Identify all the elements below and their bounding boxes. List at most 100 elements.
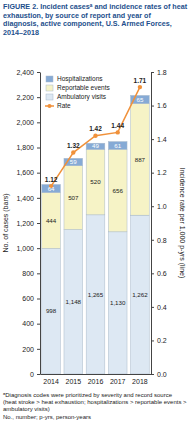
data-label: 1.12 bbox=[45, 176, 58, 183]
tick-label: 2,200 bbox=[16, 94, 34, 101]
y-axis-title: No. of cases (bars) bbox=[2, 193, 10, 252]
bar-segment bbox=[108, 142, 127, 150]
tick-mark bbox=[37, 72, 40, 73]
tick: 2,000 bbox=[16, 119, 40, 126]
bar-segment bbox=[131, 215, 150, 374]
y2-axis: 0.00.20.40.60.81.01.21.41.61.8 bbox=[151, 69, 167, 378]
tick-mark bbox=[37, 273, 40, 274]
legend-swatch bbox=[46, 76, 53, 82]
tick: 0.0 bbox=[151, 371, 167, 378]
tick-mark bbox=[151, 340, 154, 341]
footnote: No., number; p-yrs, person-years bbox=[3, 414, 91, 420]
legend-label: Hospitalizations bbox=[57, 75, 103, 83]
tick-label: 1,800 bbox=[16, 144, 34, 151]
tick: 1,000 bbox=[16, 245, 40, 252]
tick-label: 800 bbox=[22, 270, 34, 277]
data-label: 59 bbox=[70, 158, 77, 165]
data-label: 656 bbox=[113, 187, 124, 194]
y-axis: 0 200 400 600 800 1,000 1,200 1,400 1,600 1,800 2,… bbox=[16, 69, 40, 378]
data-label: 507 bbox=[68, 194, 79, 201]
axis-line bbox=[40, 73, 41, 375]
tick: 0.2 bbox=[151, 337, 167, 344]
tick-label: 0 bbox=[30, 371, 34, 378]
data-label: 444 bbox=[46, 217, 57, 224]
tick-mark bbox=[37, 122, 40, 123]
data-label: 1,262 bbox=[132, 291, 148, 298]
tick: 1,800 bbox=[16, 144, 40, 151]
tick-label: 0.8 bbox=[157, 237, 167, 244]
tick: 200 bbox=[22, 346, 40, 353]
tick: 1.4 bbox=[151, 136, 167, 143]
tick-label: 2017 bbox=[110, 378, 126, 385]
tick: 1,400 bbox=[16, 195, 40, 202]
tick-label: 0.2 bbox=[157, 337, 167, 344]
bar-segment bbox=[86, 149, 105, 214]
tick: 600 bbox=[22, 295, 40, 302]
axis-line bbox=[41, 374, 152, 375]
tick: 1,600 bbox=[16, 169, 40, 176]
tick: 2,400 bbox=[16, 69, 40, 76]
bar-segment bbox=[131, 104, 150, 216]
tick-label: 0.0 bbox=[157, 371, 167, 378]
tick: 800 bbox=[22, 270, 40, 277]
tick: 2017 bbox=[110, 374, 126, 385]
legend-swatch bbox=[48, 104, 52, 108]
tick-label: 0.4 bbox=[157, 304, 167, 311]
axis-line bbox=[151, 73, 152, 375]
data-label: 64 bbox=[48, 185, 55, 192]
data-label: 61 bbox=[114, 142, 121, 149]
tick: 0.4 bbox=[151, 304, 167, 311]
tick-mark bbox=[37, 374, 40, 375]
chart-title: FIGURE 2. Incident casesᵃ and incidence … bbox=[3, 2, 188, 37]
tick-mark bbox=[37, 198, 40, 199]
tick-mark bbox=[37, 148, 40, 149]
rate-marker bbox=[71, 150, 75, 154]
tick-label: 1.8 bbox=[157, 69, 167, 76]
bar-segment bbox=[42, 184, 61, 192]
tick-label: 2016 bbox=[88, 378, 104, 385]
data-label: 1,130 bbox=[110, 299, 126, 306]
legend: HospitalizationsReportable eventsAmbulat… bbox=[45, 75, 111, 109]
tick: 2014 bbox=[43, 374, 59, 385]
tick: 400 bbox=[22, 320, 40, 327]
data-label: 998 bbox=[46, 307, 57, 314]
tick-label: 2018 bbox=[132, 378, 148, 385]
tick-mark bbox=[151, 206, 154, 207]
data-label: 1.44 bbox=[111, 122, 124, 129]
data-label: 1,148 bbox=[66, 298, 82, 305]
data-label: 1.71 bbox=[134, 77, 147, 84]
plot-marks bbox=[42, 85, 149, 374]
tick-label: 2015 bbox=[66, 378, 82, 385]
rate-marker bbox=[138, 85, 142, 89]
tick-mark bbox=[151, 72, 154, 73]
tick: 1.2 bbox=[151, 169, 167, 176]
rate-marker bbox=[93, 134, 97, 138]
tick: 1,200 bbox=[16, 220, 40, 227]
tick: 0.8 bbox=[151, 237, 167, 244]
x-axis: 2014 2015 2016 2017 2018 bbox=[41, 374, 152, 385]
tick-mark bbox=[37, 324, 40, 325]
y2-axis-title: Incidence rate per 1,000 p-yrs (line) bbox=[178, 168, 186, 279]
tick: 2016 bbox=[88, 374, 104, 385]
legend-label: Rate bbox=[57, 102, 71, 109]
rate-marker bbox=[116, 130, 120, 134]
bar-segment bbox=[64, 166, 83, 230]
tick: 2,200 bbox=[16, 94, 40, 101]
tick-label: 1.4 bbox=[157, 136, 167, 143]
tick-label: 1.0 bbox=[157, 203, 167, 210]
rate-line bbox=[51, 87, 140, 186]
data-label: 520 bbox=[90, 178, 101, 185]
tick: 2018 bbox=[132, 374, 148, 385]
bar-segment bbox=[86, 215, 105, 374]
bar-segment bbox=[42, 193, 61, 249]
legend-swatch bbox=[46, 94, 53, 100]
tick-mark bbox=[37, 299, 40, 300]
tick-label: 400 bbox=[22, 320, 34, 327]
tick: 0 bbox=[30, 371, 40, 378]
tick-mark bbox=[37, 248, 40, 249]
legend-label: Ambulatory visits bbox=[57, 93, 107, 101]
tick-label: 200 bbox=[22, 346, 34, 353]
tick-label: 1,600 bbox=[16, 169, 34, 176]
tick-mark bbox=[151, 173, 154, 174]
tick: 2015 bbox=[66, 374, 82, 385]
